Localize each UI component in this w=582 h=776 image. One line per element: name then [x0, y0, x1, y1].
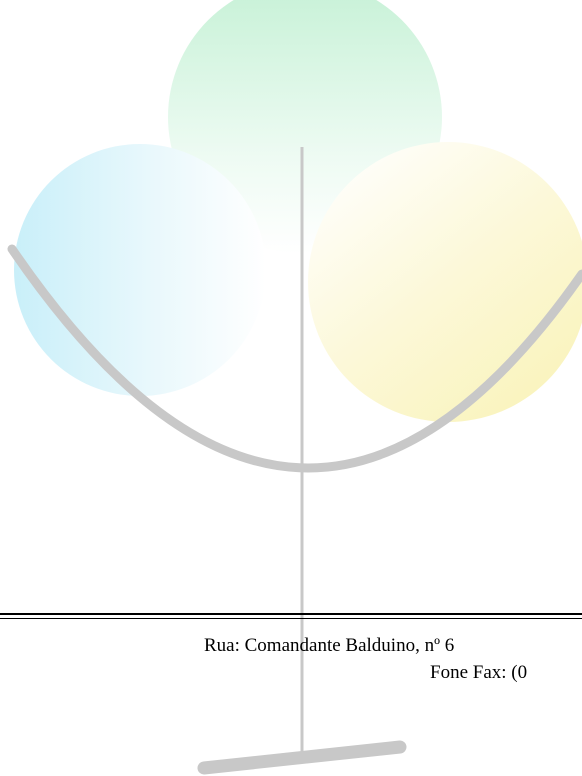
- tree-base-shape: [197, 740, 407, 775]
- blue-circle-shape: [14, 144, 266, 396]
- footer-address: Rua: Comandante Balduino, nº 6: [204, 635, 455, 656]
- yellow-circle-shape: [308, 142, 582, 422]
- footer-phone: Fone Fax: (0: [430, 662, 528, 683]
- footer-rule-bottom: [0, 618, 582, 619]
- footer-rule-top: [0, 613, 582, 615]
- tree-branch-shape: [7, 244, 582, 473]
